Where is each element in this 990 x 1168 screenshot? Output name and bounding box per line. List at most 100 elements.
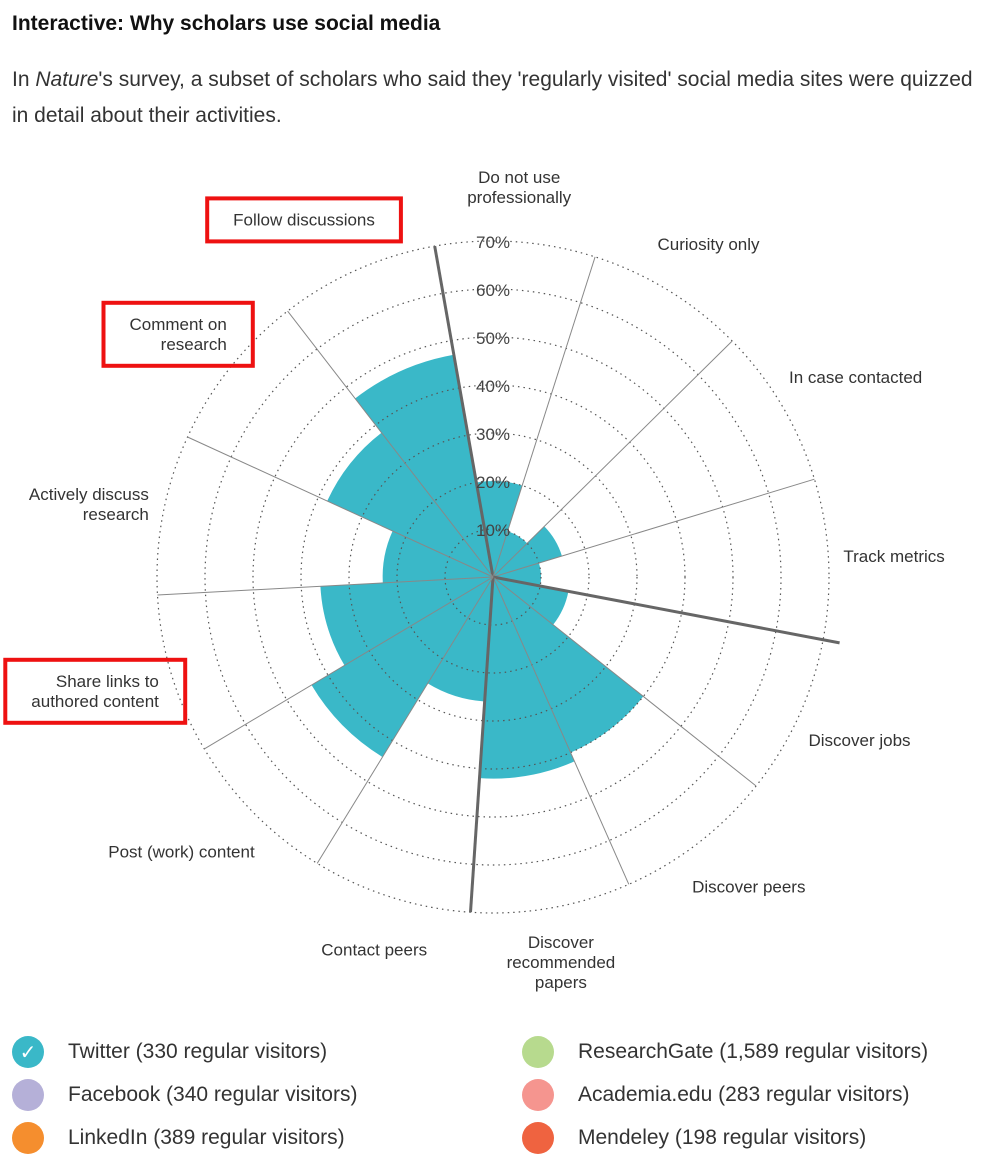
wedge-contact-peers[interactable] [427,577,493,702]
category-label-share-links-to-authored-content: Share links to authored content [31,672,159,711]
legend-item-twitter[interactable]: ✓ Twitter (330 regular visitors) [12,1032,327,1072]
legend-item-academia[interactable]: Academia.edu (283 regular visitors) [522,1075,910,1115]
category-label-line: Discover peers [692,877,805,896]
category-label-line: Contact peers [321,941,427,960]
legend-item-mendeley[interactable]: Mendeley (198 regular visitors) [522,1118,866,1158]
category-label-comment-on-research: Comment on research [129,315,226,354]
spoke-layer [157,245,840,913]
intro-emphasis: Nature [35,68,99,91]
category-label-line: Share links to [56,672,159,691]
category-label-line: research [161,335,227,354]
category-label-discover-peers: Discover peers [692,877,805,896]
spoke-line [433,245,495,578]
category-label-line: Discover [528,933,594,952]
wedge-curiosity-only[interactable] [493,531,528,577]
category-label-line: Do not use [478,168,560,187]
legend-label-researchgate: ResearchGate (1,589 regular visitors) [578,1040,929,1063]
chart-title: Interactive: Why scholars use social med… [12,12,441,35]
category-label-line: recommended [507,953,616,972]
legend: ✓ Twitter (330 regular visitors) Researc… [0,1030,990,1160]
legend-swatch-linkedin[interactable] [12,1122,44,1154]
radial-tick-layer: 10% 20% 30% 40% 50% 60% 70% [476,233,510,540]
category-label-track-metrics: Track metrics [843,547,944,566]
wedge-comment-on-research[interactable] [327,432,493,577]
grid-ring [444,528,542,626]
wedge-actively-discuss-research[interactable] [382,531,493,583]
grid-ring [348,432,638,722]
legend-swatch-twitter[interactable]: ✓ [12,1036,44,1068]
wedge-in-case-contacted[interactable] [493,526,562,577]
category-label-follow-discussions: Follow discussions [233,210,375,229]
spoke-line [316,576,494,864]
spoke-line [492,576,630,885]
category-label-line: Comment on [129,315,226,334]
category-label-line: In case contacted [789,368,922,387]
spoke-line [492,340,733,578]
category-label-line: Discover jobs [809,731,911,750]
wedge-follow-discussions[interactable] [355,354,493,577]
category-label-discover-recommended-papers: Discover recommended papers [507,933,616,992]
legend-item-researchgate[interactable]: ResearchGate (1,589 regular visitors) [522,1032,928,1072]
legend-item-facebook[interactable]: Facebook (340 regular visitors) [12,1075,357,1115]
legend-label-twitter: Twitter (330 regular visitors) [68,1040,328,1063]
spoke-line [469,576,495,913]
wedge-discover-recommended-papers[interactable] [479,577,575,779]
intro-text: In Nature's survey, a subset of scholars… [12,62,982,134]
legend-swatch-mendeley[interactable] [522,1122,554,1154]
category-label-post-work-content: Post (work) content [108,843,255,862]
category-label-line: professionally [467,188,571,207]
intro-post: 's survey, a subset of scholars who said… [12,68,973,127]
spoke-line [187,436,494,578]
radial-tick-label: 50% [476,329,510,348]
wedge-track-metrics[interactable] [493,563,542,586]
category-label-line: Track metrics [843,547,944,566]
grid-ring [396,480,590,674]
spoke-line [492,478,815,578]
grid-ring [300,384,686,770]
radial-tick-label: 40% [476,377,510,396]
category-label-line: Actively discuss [29,485,149,504]
legend-label-mendeley: Mendeley (198 regular visitors) [578,1126,867,1149]
category-label-in-case-contacted: In case contacted [789,368,922,387]
legend-label-academia: Academia.edu (283 regular visitors) [578,1083,910,1106]
legend-item-linkedin[interactable]: LinkedIn (389 regular visitors) [12,1118,345,1158]
radial-tick-label: 20% [476,473,510,492]
category-label-line: Curiosity only [658,235,761,254]
highlight-box [101,300,255,368]
spoke-line [287,310,494,578]
intro-pre: In [12,68,36,91]
check-icon: ✓ [19,1040,37,1064]
spoke-line [492,575,840,645]
spoke-line [204,576,494,750]
radial-tick-label: 60% [476,281,510,300]
category-label-line: Post (work) content [108,843,255,862]
spoke-line [157,576,494,596]
category-label-curiosity-only: Curiosity only [658,235,761,254]
legend-swatch-researchgate[interactable] [522,1036,554,1068]
legend-swatch-facebook[interactable] [12,1079,44,1111]
spoke-line [492,256,596,578]
category-label-line: papers [535,973,587,992]
category-label-contact-peers: Contact peers [321,941,427,960]
category-label-layer: Do not use professionally Curiosity only In… [3,168,945,992]
spoke-line [492,576,757,787]
polar-area-chart: 10% 20% 30% 40% 50% 60% 70% Do not use professi… [3,168,945,992]
radial-tick-label: 30% [476,425,510,444]
wedge-discover-peers[interactable] [493,577,644,753]
category-label-do-not-use-professionally: Do not use professionally [467,168,571,207]
legend-swatch-academia[interactable] [522,1079,554,1111]
category-label-actively-discuss-research: Actively discuss research [29,485,149,524]
legend-label-facebook: Facebook (340 regular visitors) [68,1083,358,1106]
category-label-line: research [83,505,149,524]
grid-ring [252,336,734,818]
grid-ring [156,240,830,914]
category-label-line: authored content [31,692,159,711]
grid-ring [204,288,782,866]
wedge-layer [311,354,644,779]
gridring-layer [156,240,830,914]
highlight-box [3,657,188,725]
highlight-box [205,196,403,244]
category-label-line: Follow discussions [233,210,375,229]
legend-label-linkedin: LinkedIn (389 regular visitors) [68,1126,345,1149]
wedge-post-work-content[interactable] [311,577,494,757]
